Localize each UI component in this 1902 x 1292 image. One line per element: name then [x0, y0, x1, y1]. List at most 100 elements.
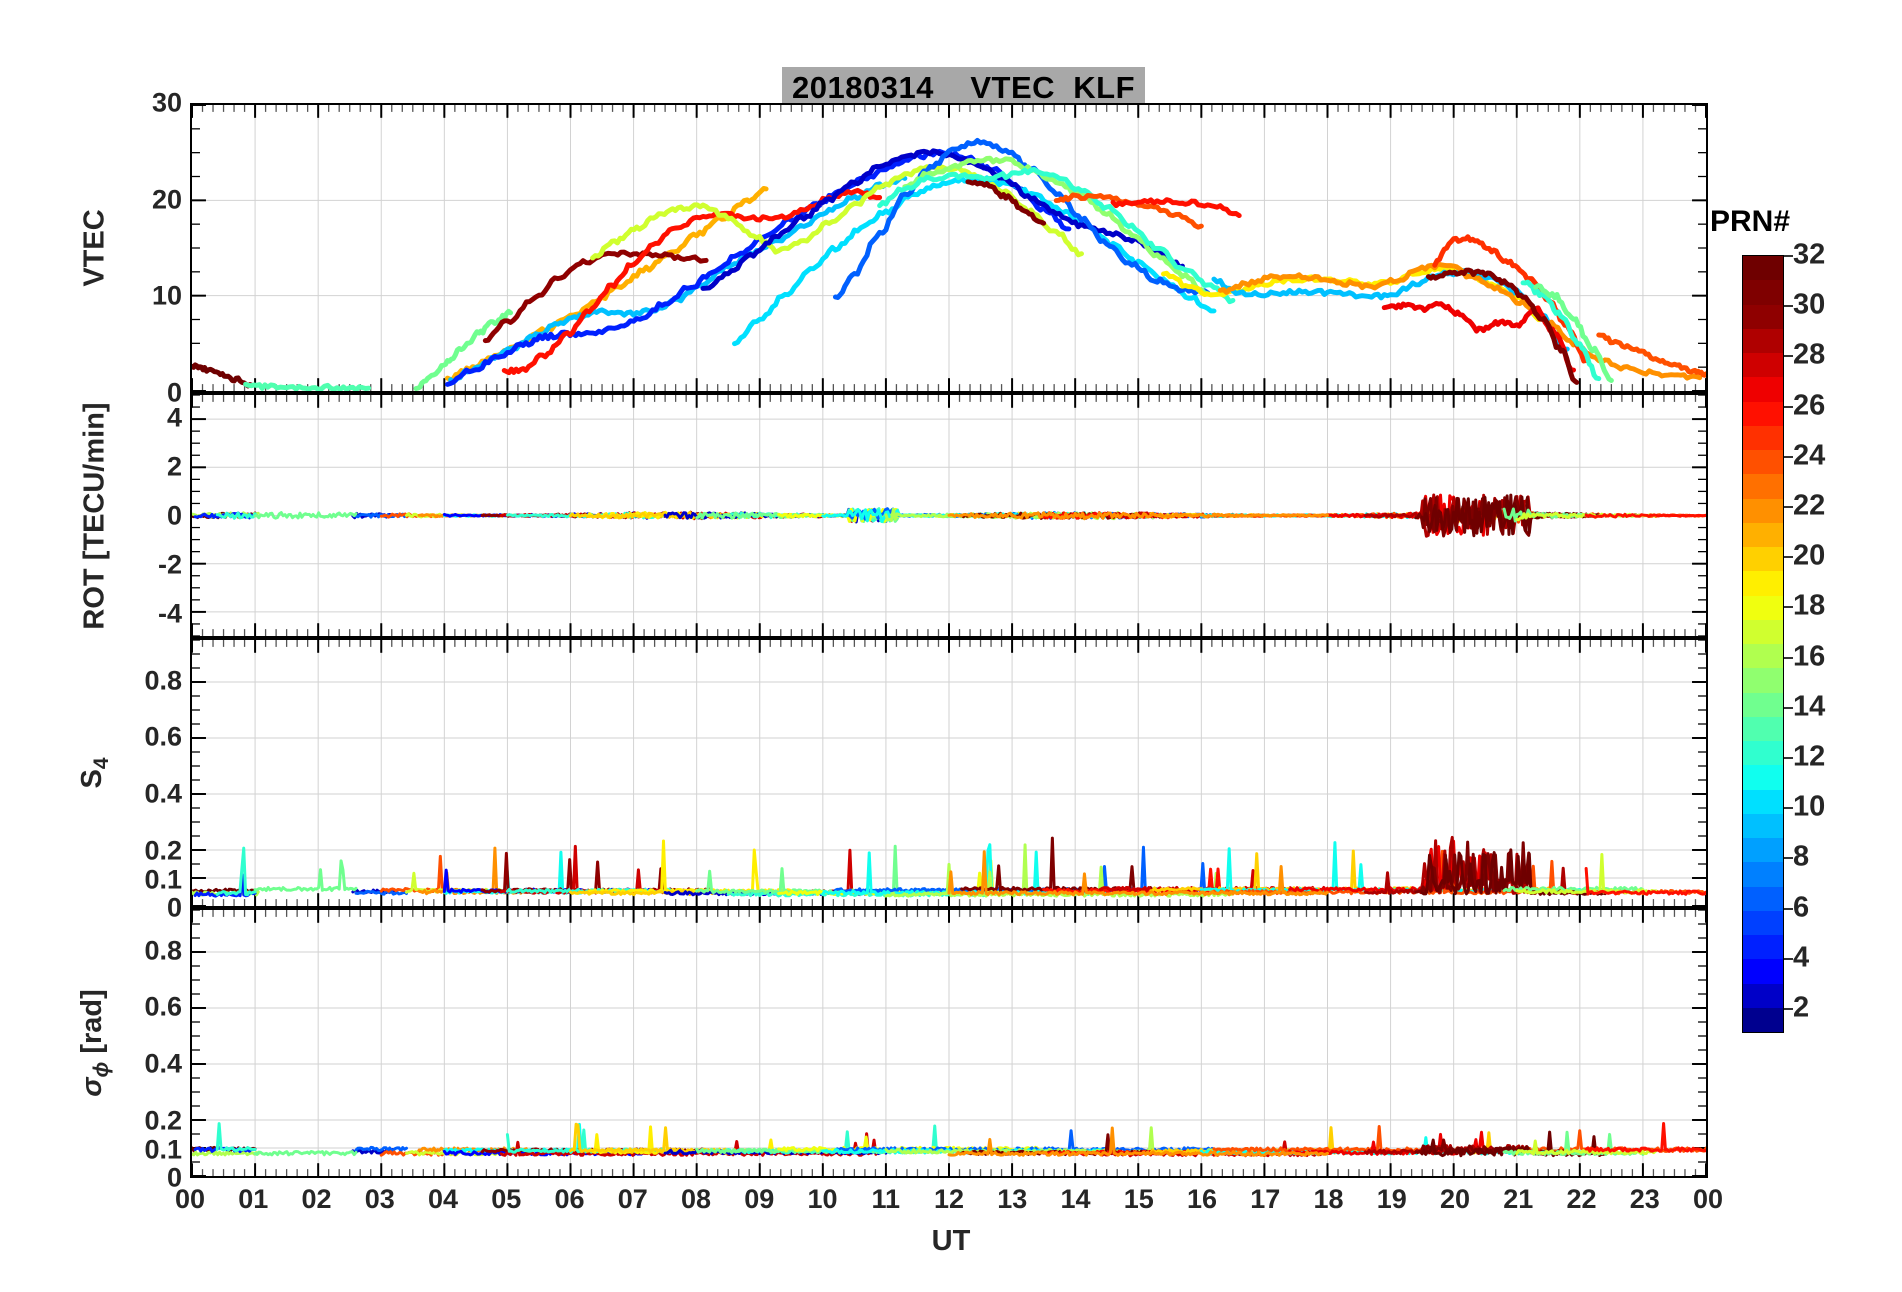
y-axis-title-base: S	[76, 769, 109, 789]
data-trace	[587, 839, 793, 895]
colorbar-segment	[1743, 474, 1783, 499]
colorbar-segment	[1743, 959, 1783, 984]
colorbar-tick-mark	[1784, 756, 1793, 759]
x-tick-label: 03	[364, 1184, 395, 1214]
colorbar-tick-label: 10	[1793, 790, 1826, 823]
plot-panel-sigma_phi[interactable]	[190, 908, 1708, 1178]
plot-area-vtec	[192, 105, 1706, 391]
colorbar-tick-mark	[1784, 706, 1793, 709]
data-trace	[695, 844, 1014, 895]
x-tick-label: 08	[680, 1184, 712, 1214]
data-trace	[965, 179, 1047, 226]
colorbar-tick-mark	[1784, 807, 1793, 810]
data-trace	[480, 851, 711, 894]
plot-panel-vtec[interactable]	[190, 103, 1708, 393]
colorbar-segment	[1743, 668, 1783, 693]
colorbar-tick-label: 20	[1793, 539, 1826, 572]
plot-panel-s4[interactable]	[190, 638, 1708, 908]
y-tick-label: 0	[166, 500, 182, 530]
data-trace	[253, 511, 358, 520]
colorbar-segment	[1743, 304, 1783, 329]
x-tick-label: 01	[238, 1184, 269, 1214]
colorbar-tick-mark	[1784, 656, 1793, 659]
data-traces-rot	[192, 493, 1706, 538]
data-trace	[877, 166, 1236, 305]
data-trace	[442, 850, 585, 895]
y-tick-label: 10	[151, 280, 182, 311]
data-trace	[215, 846, 257, 897]
x-tick-label: 07	[617, 1184, 648, 1214]
y-tick-label: -4	[157, 598, 182, 628]
x-tick-label: 21	[1503, 1184, 1534, 1214]
data-trace	[1502, 885, 1645, 893]
colorbar-segment	[1743, 377, 1783, 402]
figure-title-text: 20180314 VTEC KLF	[792, 70, 1136, 105]
y-axis-title-vtec: VTEC	[78, 209, 111, 287]
colorbar-tick-label: 26	[1793, 389, 1826, 422]
y-axis-title-sigma_phi: σϕ [rad]	[76, 913, 114, 1173]
x-tick-label: 02	[301, 1184, 332, 1214]
data-trace	[501, 187, 883, 376]
x-tick-label: 23	[1629, 1184, 1660, 1214]
y-tick-label: 0.4	[144, 1048, 182, 1079]
data-trace	[354, 1145, 408, 1153]
colorbar-tick-mark	[1784, 455, 1793, 458]
data-trace	[1432, 234, 1589, 364]
y-axis-title-s4: S4	[76, 643, 114, 903]
data-trace	[354, 889, 408, 896]
colorbar-segment	[1743, 425, 1783, 450]
data-trace	[253, 1150, 358, 1157]
data-trace	[243, 381, 372, 391]
tick-marks	[192, 910, 1706, 1176]
colorbar-tick-label: 32	[1793, 238, 1826, 271]
x-tick-label: 17	[1250, 1184, 1281, 1214]
data-trace	[444, 148, 1072, 387]
y-tick-label: 0	[166, 1162, 182, 1193]
x-tick-label: 16	[1186, 1184, 1218, 1214]
x-tick-label: 19	[1376, 1184, 1407, 1214]
x-tick-label: 09	[744, 1184, 775, 1214]
colorbar-segment	[1743, 983, 1783, 1008]
y-tick-label: 0.8	[144, 935, 182, 966]
data-traces-sigma_phi	[192, 1122, 1706, 1158]
plot-area-rot	[192, 395, 1706, 636]
data-trace	[1217, 261, 1703, 381]
colorbar-tick-label: 28	[1793, 338, 1826, 371]
prn-colorbar[interactable]	[1742, 255, 1784, 1033]
plot-area-sigma_phi	[192, 910, 1706, 1176]
plot-area-s4	[192, 640, 1706, 906]
colorbar-segment	[1743, 450, 1783, 475]
x-axis-title: UT	[931, 1225, 971, 1257]
data-traces-s4	[192, 835, 1706, 898]
colorbar-tick-label: 24	[1793, 439, 1826, 472]
y-tick-label: 0	[166, 892, 182, 923]
data-trace	[413, 308, 514, 391]
x-tick-label: 04	[427, 1184, 459, 1214]
figure-title-banner: 20180314 VTEC KLF	[782, 67, 1146, 109]
gridlines	[192, 105, 1706, 391]
y-axis-title-unit: [rad]	[76, 989, 109, 1062]
y-tick-label-group-sigma_phi: 0 0.1 0.2 0.4 0.6 0.8	[120, 908, 182, 1192]
data-trace	[947, 511, 1329, 521]
data-trace	[832, 137, 1211, 300]
x-tick-label: 12	[933, 1184, 965, 1214]
colorbar-tick-label: 14	[1793, 690, 1826, 723]
data-trace	[1533, 283, 1614, 383]
colorbar-segment	[1743, 644, 1783, 669]
colorbar-segment	[1743, 692, 1783, 717]
data-trace	[1584, 866, 1706, 896]
colorbar-tick-label: 18	[1793, 589, 1826, 622]
data-trace	[947, 1126, 1329, 1157]
data-trace	[417, 846, 528, 896]
plot-panel-rot[interactable]	[190, 393, 1708, 638]
x-tick-label: 00	[174, 1184, 206, 1214]
colorbar-tick-mark	[1784, 355, 1793, 358]
x-tick-label: 10	[807, 1184, 838, 1214]
colorbar-segment	[1743, 910, 1783, 935]
y-tick-label: 0.6	[144, 721, 182, 752]
y-tick-label: -2	[157, 549, 182, 579]
y-tick-label: 2	[166, 451, 182, 481]
colorbar-tick-label: 12	[1793, 740, 1826, 773]
colorbar-segment	[1743, 886, 1783, 911]
